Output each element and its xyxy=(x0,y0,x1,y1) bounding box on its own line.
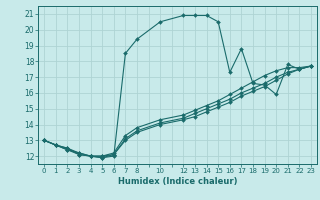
X-axis label: Humidex (Indice chaleur): Humidex (Indice chaleur) xyxy=(118,177,237,186)
